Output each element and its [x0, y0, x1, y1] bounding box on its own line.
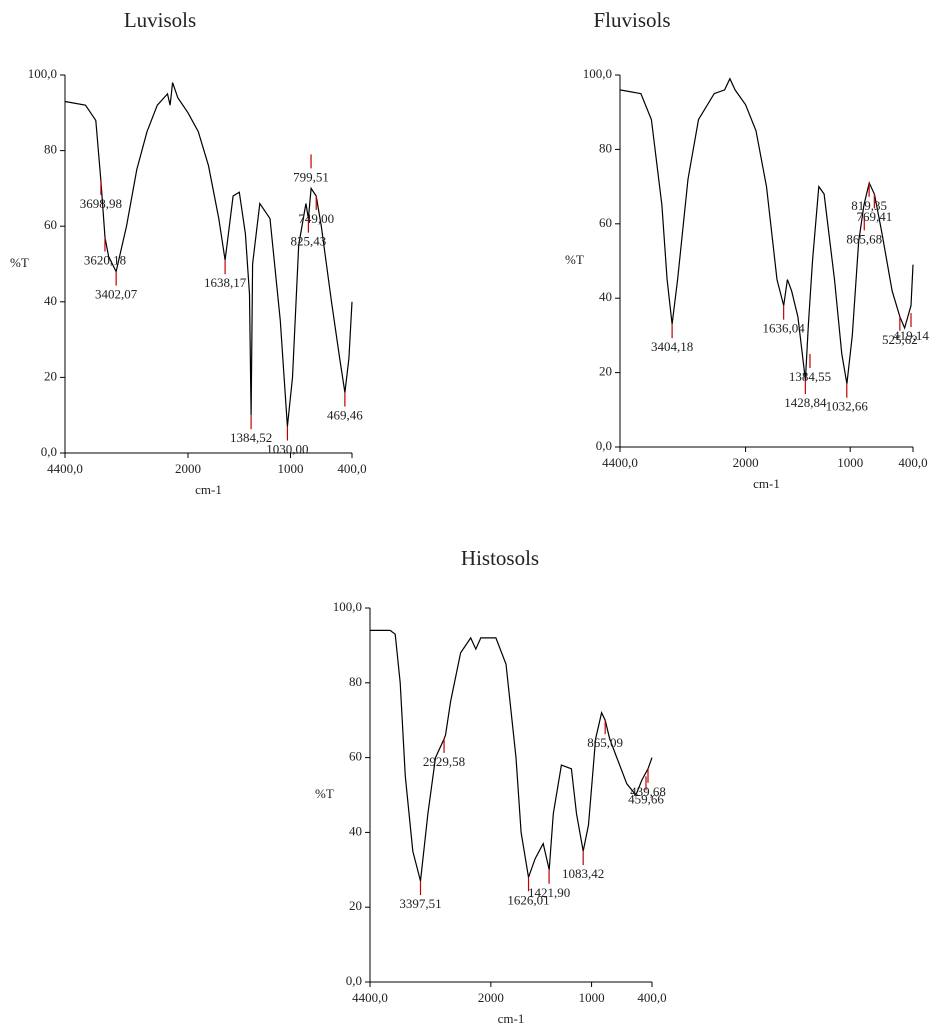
peak-label: 865,09 — [587, 735, 623, 750]
x-tick-label: 400,0 — [898, 455, 927, 470]
peak-label: 1384,52 — [230, 430, 272, 445]
peak-label: 459,66 — [628, 791, 664, 806]
y-tick-label: 40 — [44, 293, 57, 308]
peak-label: 1083,42 — [562, 866, 604, 881]
x-tick-label: 4400,0 — [47, 461, 83, 476]
y-tick-label: 100,0 — [28, 66, 57, 81]
y-tick-label: 60 — [599, 215, 612, 230]
peak-label: 3404,18 — [651, 339, 693, 354]
x-tick-label: 4400,0 — [602, 455, 638, 470]
x-tick-label: 400,0 — [637, 990, 666, 1005]
y-tick-label: 60 — [44, 217, 57, 232]
peak-label: 1032,66 — [826, 399, 869, 414]
x-axis-label: cm-1 — [498, 1011, 525, 1026]
y-tick-label: 80 — [349, 674, 362, 689]
y-tick-label: 20 — [599, 364, 612, 379]
peak-label: 799,51 — [293, 169, 329, 184]
peak-label: 3397,51 — [399, 896, 441, 911]
y-tick-label: 0,0 — [41, 444, 57, 459]
spectrum-line — [619, 77, 914, 384]
y-tick-label: 80 — [599, 140, 612, 155]
peak-label: 439,68 — [630, 784, 666, 799]
peak-label: 769,41 — [856, 209, 892, 224]
y-tick-label: 0,0 — [596, 438, 612, 453]
spectrum-line — [370, 629, 653, 882]
peak-label: 1030,00 — [266, 442, 308, 457]
y-axis-label: %T — [10, 255, 29, 270]
peak-label: 419,14 — [893, 328, 929, 343]
peak-label: 749,00 — [298, 211, 334, 226]
peak-label: 3698,98 — [80, 196, 122, 211]
y-axis-label: %T — [315, 786, 334, 801]
peak-label: 819,35 — [851, 198, 887, 213]
y-tick-label: 20 — [349, 898, 362, 913]
x-tick-label: 4400,0 — [352, 990, 388, 1005]
spectrum-line — [64, 82, 353, 427]
peak-label: 1636,04 — [763, 321, 806, 336]
y-tick-label: 40 — [349, 823, 362, 838]
peak-label: 2929,58 — [423, 754, 465, 769]
y-axis-label: %T — [565, 252, 584, 267]
peak-label: 3402,07 — [95, 287, 138, 302]
x-tick-label: 1000 — [579, 990, 605, 1005]
y-tick-label: 60 — [349, 749, 362, 764]
peak-label: 1421,90 — [528, 885, 570, 900]
y-tick-label: 100,0 — [333, 599, 362, 614]
x-tick-label: 2000 — [733, 455, 759, 470]
x-axis-label: cm-1 — [195, 482, 222, 497]
x-axis-label: cm-1 — [753, 476, 780, 491]
y-tick-label: 0,0 — [346, 973, 362, 988]
peak-label: 469,46 — [327, 408, 363, 423]
x-tick-label: 1000 — [837, 455, 863, 470]
x-tick-label: 2000 — [478, 990, 504, 1005]
y-tick-label: 20 — [44, 368, 57, 383]
peak-label: 865,68 — [846, 231, 882, 246]
x-tick-label: 400,0 — [337, 461, 366, 476]
peak-label: 525,62 — [882, 332, 918, 347]
peak-label: 825,43 — [291, 234, 327, 249]
x-tick-label: 1000 — [278, 461, 304, 476]
peak-label: 3620,18 — [84, 253, 126, 268]
y-tick-label: 80 — [44, 142, 57, 157]
chart-title: Histosols — [461, 546, 539, 570]
peak-label: 1626,01 — [507, 892, 549, 907]
peak-label: 1638,17 — [204, 275, 247, 290]
peak-label: 1384,55 — [789, 369, 831, 384]
chart-title: Fluvisols — [593, 8, 670, 32]
peak-label: 1428,84 — [784, 395, 827, 410]
y-tick-label: 40 — [599, 289, 612, 304]
chart-title: Luvisols — [124, 8, 196, 32]
y-tick-label: 100,0 — [583, 66, 612, 81]
x-tick-label: 2000 — [175, 461, 201, 476]
